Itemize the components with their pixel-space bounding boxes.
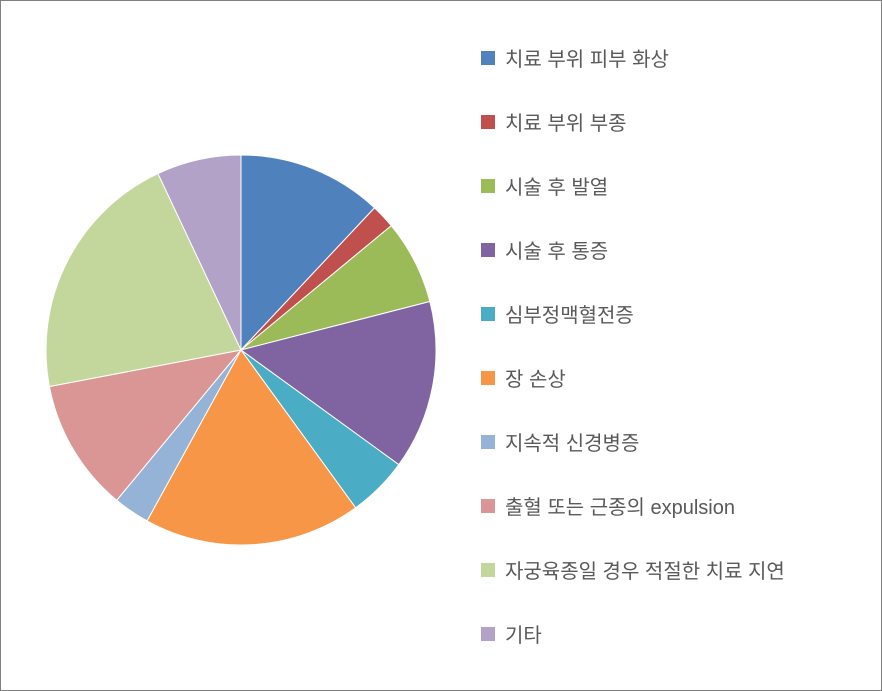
legend-item: 치료 부위 부종 <box>481 107 861 136</box>
legend-item: 출혈 또는 근종의 expulsion <box>481 491 861 520</box>
legend-label: 시술 후 발열 <box>505 171 608 200</box>
legend-label: 출혈 또는 근종의 expulsion <box>505 491 735 520</box>
legend-swatch <box>481 115 495 129</box>
legend-label: 장 손상 <box>505 363 566 392</box>
legend-label: 지속적 신경병증 <box>505 427 639 456</box>
pie-svg <box>1 0 481 691</box>
pie-chart-container: 치료 부위 피부 화상치료 부위 부종시술 후 발열시술 후 통증심부정맥혈전증… <box>0 0 882 691</box>
legend-label: 자궁육종일 경우 적절한 치료 지연 <box>505 555 785 584</box>
legend-item: 장 손상 <box>481 363 861 392</box>
legend-swatch <box>481 499 495 513</box>
legend-swatch <box>481 627 495 641</box>
legend-item: 지속적 신경병증 <box>481 427 861 456</box>
legend-item: 심부정맥혈전증 <box>481 299 861 328</box>
legend-item: 기타 <box>481 619 861 648</box>
legend-item: 치료 부위 피부 화상 <box>481 43 861 72</box>
legend-swatch <box>481 179 495 193</box>
legend-label: 치료 부위 피부 화상 <box>505 43 669 72</box>
pie-area <box>1 0 481 691</box>
legend-item: 자궁육종일 경우 적절한 치료 지연 <box>481 555 861 584</box>
legend-label: 심부정맥혈전증 <box>505 299 634 328</box>
legend-item: 시술 후 발열 <box>481 171 861 200</box>
legend-item: 시술 후 통증 <box>481 235 861 264</box>
legend-swatch <box>481 435 495 449</box>
legend-swatch <box>481 563 495 577</box>
legend-swatch <box>481 243 495 257</box>
legend-swatch <box>481 307 495 321</box>
legend: 치료 부위 피부 화상치료 부위 부종시술 후 발열시술 후 통증심부정맥혈전증… <box>481 6 881 686</box>
legend-swatch <box>481 371 495 385</box>
legend-label: 시술 후 통증 <box>505 235 608 264</box>
legend-label: 기타 <box>505 619 542 648</box>
legend-swatch <box>481 51 495 65</box>
legend-label: 치료 부위 부종 <box>505 107 627 136</box>
